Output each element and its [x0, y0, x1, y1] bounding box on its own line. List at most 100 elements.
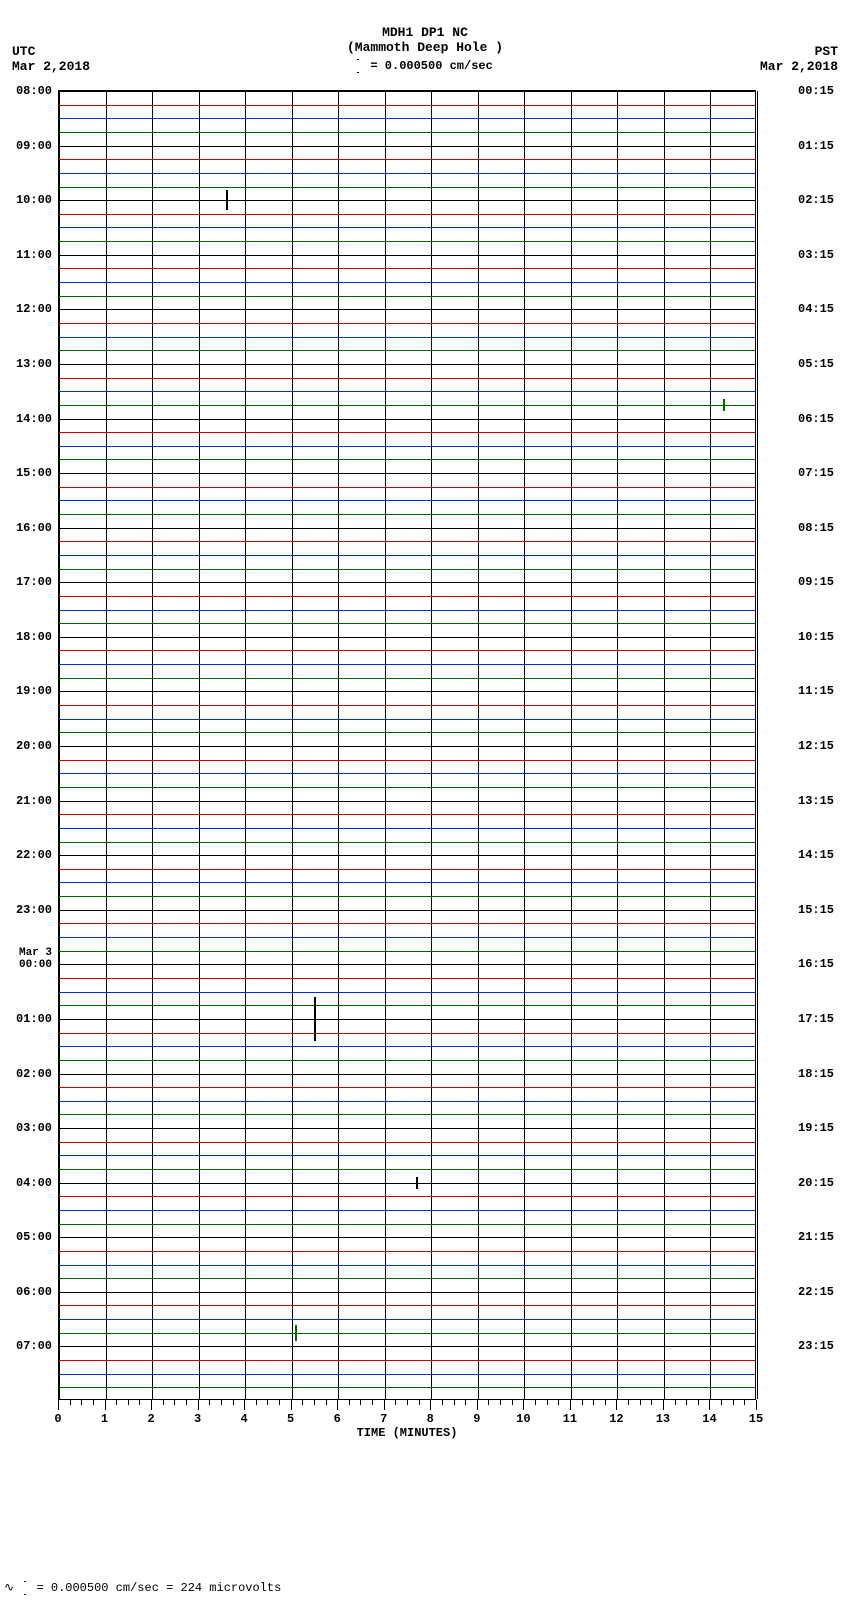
footer-scale-bar-icon	[24, 1581, 26, 1595]
x-tick	[570, 1400, 571, 1410]
seismic-event	[314, 997, 316, 1041]
vgrid-line	[710, 91, 711, 1399]
trace-line	[59, 1251, 755, 1252]
trace-line	[59, 1292, 755, 1293]
x-tick-label: 7	[380, 1412, 387, 1426]
x-tick-minor	[372, 1400, 373, 1405]
trace-row	[59, 1074, 755, 1075]
trace-row	[59, 1019, 755, 1020]
pst-hour-labels: 00:1501:1502:1503:1504:1505:1506:1507:15…	[794, 90, 850, 1400]
x-tick	[430, 1400, 431, 1410]
trace-line	[59, 896, 755, 897]
trace-row	[59, 1196, 755, 1197]
utc-hour-label: 16:00	[16, 521, 52, 535]
x-tick-minor	[186, 1400, 187, 1405]
trace-line	[59, 255, 755, 256]
x-tick-label: 10	[516, 1412, 530, 1426]
trace-line	[59, 200, 755, 201]
x-tick	[523, 1400, 524, 1410]
trace-line	[59, 1210, 755, 1211]
trace-row	[59, 337, 755, 338]
utc-hour-label: 05:00	[16, 1230, 52, 1244]
trace-line	[59, 596, 755, 597]
trace-row	[59, 1183, 755, 1184]
trace-row	[59, 500, 755, 501]
trace-line	[59, 350, 755, 351]
utc-hour-label: 03:00	[16, 1121, 52, 1135]
utc-hour-label: 10:00	[16, 193, 52, 207]
trace-line	[59, 514, 755, 515]
trace-line	[59, 828, 755, 829]
vgrid-line	[524, 91, 525, 1399]
trace-line	[59, 405, 755, 406]
trace-row	[59, 814, 755, 815]
trace-line	[59, 1237, 755, 1238]
trace-row	[59, 705, 755, 706]
x-axis-title: TIME (MINUTES)	[357, 1426, 458, 1440]
trace-line	[59, 719, 755, 720]
pst-hour-label: 14:15	[798, 848, 834, 862]
vgrid-line	[245, 91, 246, 1399]
pst-hour-label: 01:15	[798, 139, 834, 153]
pst-hour-label: 00:15	[798, 84, 834, 98]
trace-row	[59, 691, 755, 692]
pst-hour-label: 22:15	[798, 1285, 834, 1299]
trace-line	[59, 268, 755, 269]
x-tick-label: 3	[194, 1412, 201, 1426]
trace-line	[59, 528, 755, 529]
pst-hour-label: 23:15	[798, 1339, 834, 1353]
utc-hour-label: 09:00	[16, 139, 52, 153]
x-tick-minor	[326, 1400, 327, 1405]
utc-hour-label: 21:00	[16, 794, 52, 808]
trace-line	[59, 760, 755, 761]
chart-header: MDH1 DP1 NC (Mammoth Deep Hole ) = 0.000…	[0, 0, 850, 73]
trace-line	[59, 419, 755, 420]
x-tick-minor	[174, 1400, 175, 1405]
pst-hour-label: 07:15	[798, 466, 834, 480]
pst-hour-label: 02:15	[798, 193, 834, 207]
pst-hour-label: 12:15	[798, 739, 834, 753]
x-tick-label: 8	[427, 1412, 434, 1426]
trace-row	[59, 1265, 755, 1266]
trace-line	[59, 842, 755, 843]
trace-line	[59, 801, 755, 802]
trace-row	[59, 459, 755, 460]
pst-hour-label: 17:15	[798, 1012, 834, 1026]
trace-row	[59, 350, 755, 351]
x-tick-minor	[314, 1400, 315, 1405]
trace-row	[59, 610, 755, 611]
trace-row	[59, 1237, 755, 1238]
trace-row	[59, 391, 755, 392]
trace-line	[59, 1305, 755, 1306]
trace-row	[59, 105, 755, 106]
x-tick-minor	[500, 1400, 501, 1405]
trace-row	[59, 514, 755, 515]
trace-row	[59, 964, 755, 965]
trace-row	[59, 773, 755, 774]
trace-row	[59, 241, 755, 242]
trace-row	[59, 1060, 755, 1061]
trace-line	[59, 1142, 755, 1143]
scale-bar-icon	[357, 59, 359, 73]
vgrid-line	[338, 91, 339, 1399]
trace-line	[59, 555, 755, 556]
trace-line	[59, 1169, 755, 1170]
x-tick	[151, 1400, 152, 1410]
trace-row	[59, 1210, 755, 1211]
trace-line	[59, 691, 755, 692]
trace-line	[59, 569, 755, 570]
trace-line	[59, 446, 755, 447]
x-tick-label: 5	[287, 1412, 294, 1426]
trace-line	[59, 1278, 755, 1279]
trace-line	[59, 337, 755, 338]
x-tick-minor	[605, 1400, 606, 1405]
x-tick-minor	[535, 1400, 536, 1405]
trace-line	[59, 364, 755, 365]
x-tick-minor	[651, 1400, 652, 1405]
trace-line	[59, 309, 755, 310]
trace-row	[59, 746, 755, 747]
x-tick-minor	[116, 1400, 117, 1405]
x-tick-label: 0	[54, 1412, 61, 1426]
tz-left: UTC Mar 2,2018	[12, 44, 90, 74]
x-tick-label: 4	[241, 1412, 248, 1426]
